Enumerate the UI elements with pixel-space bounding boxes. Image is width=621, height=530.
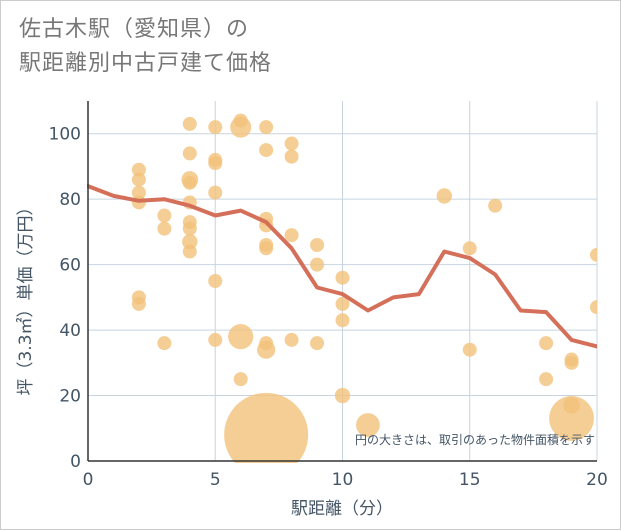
data-point xyxy=(590,300,597,315)
x-tick-label: 20 xyxy=(586,470,608,490)
data-point xyxy=(310,238,325,252)
data-point xyxy=(335,313,350,328)
data-point xyxy=(208,332,223,347)
data-point xyxy=(182,234,198,250)
data-point xyxy=(259,143,274,158)
x-tick-label: 5 xyxy=(210,470,221,490)
data-point xyxy=(462,241,477,256)
data-point xyxy=(284,149,299,164)
data-point xyxy=(208,274,223,288)
data-point xyxy=(230,116,252,138)
data-point xyxy=(208,156,223,171)
data-point xyxy=(157,221,172,236)
x-tick-label: 0 xyxy=(83,470,94,490)
data-point xyxy=(284,332,299,347)
data-point xyxy=(284,228,299,243)
y-tick-label: 0 xyxy=(70,452,81,472)
y-tick-label: 80 xyxy=(59,190,81,210)
data-point xyxy=(182,221,197,236)
data-point xyxy=(335,270,350,285)
data-point xyxy=(539,372,554,387)
chart-title-line-2: 駅距離別中古戸建て価格 xyxy=(19,51,273,76)
data-point xyxy=(549,396,594,441)
data-point xyxy=(259,241,274,256)
data-point xyxy=(182,116,197,131)
y-tick-label: 40 xyxy=(59,321,81,341)
data-point xyxy=(310,336,325,351)
data-point xyxy=(436,188,452,204)
y-tick-label: 20 xyxy=(59,387,81,407)
y-tick-label: 100 xyxy=(49,125,81,145)
y-tick-label: 60 xyxy=(59,256,81,276)
data-point xyxy=(488,198,503,213)
data-point xyxy=(182,175,197,190)
x-tick-label: 15 xyxy=(459,470,481,490)
bubble-series xyxy=(131,113,597,463)
y-axis-title: 坪（3.3㎡）単価（万円） xyxy=(16,198,36,395)
data-point xyxy=(564,355,579,370)
data-point xyxy=(157,208,172,223)
data-point xyxy=(208,185,223,200)
data-point xyxy=(335,296,350,311)
trend-line xyxy=(87,184,597,349)
chart-title: 佐古木駅（愛知県）の 駅距離別中古戸建て価格 xyxy=(19,13,272,81)
data-point xyxy=(228,324,254,350)
data-point xyxy=(233,372,248,387)
data-point xyxy=(157,336,172,351)
data-point xyxy=(131,172,146,187)
x-axis-title: 駅距離（分） xyxy=(291,499,393,519)
data-point xyxy=(334,387,351,404)
data-point xyxy=(182,146,197,161)
data-point xyxy=(257,340,276,359)
data-point xyxy=(310,257,325,272)
chart-title-line-1: 佐古木駅（愛知県）の xyxy=(19,17,250,42)
data-point xyxy=(539,336,554,351)
data-point xyxy=(462,342,477,357)
data-point xyxy=(131,162,146,177)
size-annotation: 円の大きさは、取引のあった物件面積を示す xyxy=(355,432,595,447)
data-point xyxy=(259,120,274,135)
data-point xyxy=(284,136,299,151)
data-point xyxy=(208,120,223,135)
data-point xyxy=(131,296,146,311)
data-point xyxy=(131,185,146,200)
data-point xyxy=(356,413,380,437)
data-point xyxy=(590,247,597,262)
x-tick-label: 10 xyxy=(332,470,354,490)
axes: 0 20 40 60 80 100 0 5 10 15 20 xyxy=(49,101,608,490)
data-point xyxy=(224,392,309,463)
trend-series xyxy=(87,184,597,349)
data-point xyxy=(182,244,197,259)
